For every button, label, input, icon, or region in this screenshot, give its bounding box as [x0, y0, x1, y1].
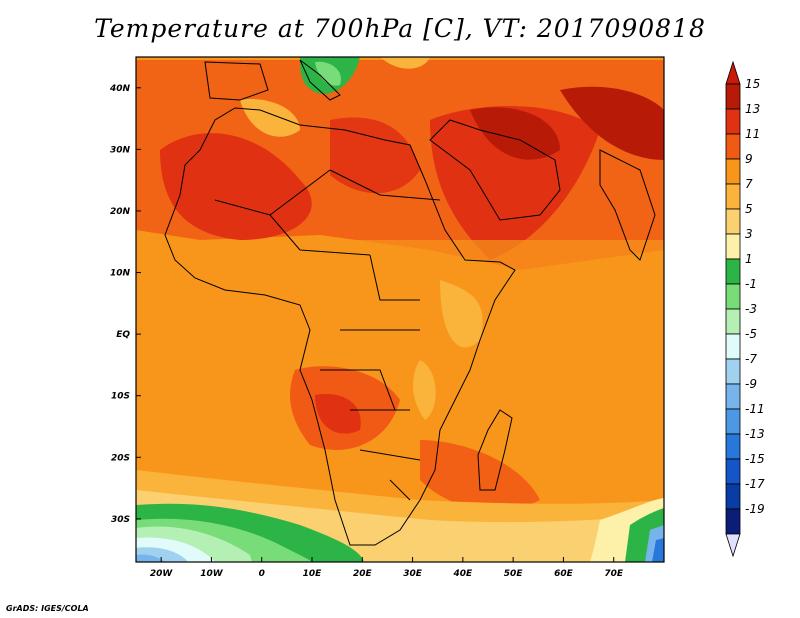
colorbar-label: -3: [745, 302, 757, 316]
colorbar-label: -1: [745, 277, 757, 291]
colorbar-swatch: [725, 483, 741, 510]
colorbar-label: 15: [745, 77, 760, 91]
colorbar-label: -17: [745, 477, 765, 491]
colorbar-label: 7: [745, 177, 753, 191]
border-lines: [214, 169, 441, 501]
colorbar-swatch: [725, 258, 741, 285]
colorbar-swatch: [725, 208, 741, 235]
lon-tick-label: 30E: [403, 569, 423, 579]
lat-tick-label: EQ: [116, 330, 130, 340]
colorbar-swatch: [725, 308, 741, 335]
lat-tick-label: 20S: [111, 453, 130, 463]
colorbar-label: 5: [745, 202, 753, 216]
colorbar-label: -19: [745, 502, 765, 516]
lon-tick-label: 70E: [604, 569, 624, 579]
colorbar-swatch: [725, 408, 741, 435]
lon-tick-label: 10W: [200, 569, 224, 579]
lat-tick-label: 40N: [109, 84, 131, 94]
colorbar-swatch: [725, 133, 741, 160]
lon-tick-label: 20W: [150, 569, 174, 579]
italy-outline: [299, 59, 341, 101]
arabia-coastline: [429, 119, 561, 221]
colorbar-swatch: [725, 383, 741, 410]
colorbar-swatch: [725, 508, 741, 535]
lon-tick-label: 60E: [554, 569, 574, 579]
colorbar-swatch: [725, 333, 741, 360]
colorbar-label: 9: [745, 152, 753, 166]
colorbar-top-arrow: [725, 60, 741, 85]
colorbar-swatch: [725, 183, 741, 210]
lon-tick-label: 10E: [303, 569, 323, 579]
colorbar-swatch: [725, 458, 741, 485]
colorbar-label: -9: [745, 377, 757, 391]
africa-coastline: [164, 107, 516, 546]
colorbar-label: -15: [745, 452, 765, 466]
lon-tick-label: 20E: [353, 569, 373, 579]
madagascar-outline: [477, 409, 513, 491]
temperature-field: [136, 57, 664, 562]
colorbar-label: 13: [745, 102, 760, 116]
lon-tick-label: 50E: [504, 569, 524, 579]
colorbar-label: 11: [745, 127, 760, 141]
axis-ticks: 20W 10W 0 10E 20E 30E 40E 50E 60E 70E 40N 30N 20N 10N…: [109, 84, 624, 579]
colorbar: 15 13 11 9 7 5 3 1 -1 -3 -5 -7 -9 -11 -13 -15 -17 -19: [725, 60, 765, 558]
colorbar-swatch: [725, 158, 741, 185]
colorbar-swatch: [725, 358, 741, 385]
colorbar-label: -11: [745, 402, 765, 416]
colorbar-swatch: [725, 108, 741, 135]
india-outline: [599, 149, 656, 261]
grads-credit: GrADS: IGES/COLA: [6, 604, 89, 613]
lat-tick-label: 10S: [111, 392, 130, 402]
colorbar-label: 1: [745, 252, 753, 266]
colorbar-swatch: [725, 433, 741, 460]
lat-tick-label: 30N: [110, 145, 131, 155]
lon-tick-label: 40E: [453, 569, 474, 579]
colorbar-bottom-arrow: [725, 533, 741, 558]
lon-tick-label: 0: [259, 569, 265, 579]
colorbar-label: 3: [745, 227, 753, 241]
lat-tick-label: 20N: [110, 207, 131, 217]
coastline-outlines: [164, 59, 656, 546]
colorbar-label: -5: [745, 327, 757, 341]
colorbar-label: -7: [745, 352, 757, 366]
colorbar-swatch: [725, 233, 741, 260]
colorbar-swatch: [725, 283, 741, 310]
lat-tick-label: 10N: [110, 269, 131, 279]
map-title: Temperature at 700hPa [C], VT: 201709081…: [94, 14, 706, 43]
plot-frame: [135, 56, 665, 563]
iberia-outline: [204, 61, 269, 101]
lat-tick-label: 30S: [111, 515, 130, 525]
colorbar-label: -13: [745, 427, 765, 441]
colorbar-swatch: [725, 83, 741, 110]
